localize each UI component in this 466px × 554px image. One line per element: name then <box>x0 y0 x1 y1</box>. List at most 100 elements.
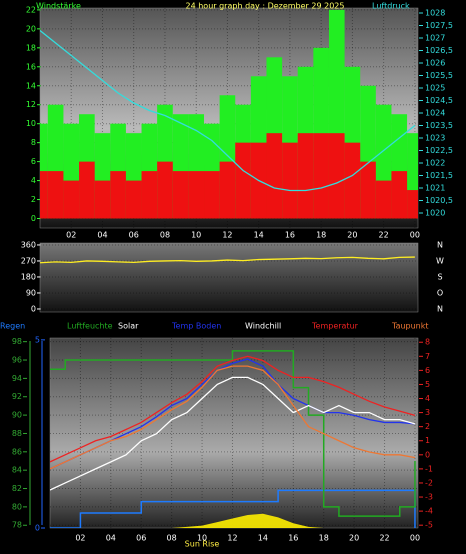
line <box>50 365 416 470</box>
bar <box>204 171 220 219</box>
y-tick-label: 0 <box>31 214 36 223</box>
y-tick-label: 270 <box>21 256 36 265</box>
y2-tick-label: 1020,5 <box>425 196 453 205</box>
y2-tick-label: -2 <box>425 478 433 487</box>
y-tick-label: 10 <box>26 119 36 128</box>
x-tick-label: 22 <box>379 534 389 543</box>
bar <box>235 142 251 219</box>
x-tick-label: 20 <box>347 231 357 240</box>
y2-tick-label: 1023 <box>425 134 445 143</box>
bar <box>40 171 48 219</box>
bar <box>47 171 64 219</box>
x-tick-label: 06 <box>129 231 139 240</box>
bar <box>391 171 408 219</box>
x-tick-label: 08 <box>160 231 170 240</box>
bar <box>63 180 80 219</box>
y2-tick-label: 1024,5 <box>425 96 453 105</box>
chart-title: 24 hour graph day : Dezember 29 2025 <box>186 2 345 11</box>
compass-label: N <box>437 305 443 314</box>
y2-tick-label: 1024 <box>425 109 445 118</box>
bar <box>141 171 158 219</box>
bar <box>266 133 283 219</box>
legend-label: Regen <box>0 322 25 331</box>
y2-tick-label: 1 <box>425 436 430 445</box>
y-axis-title: Windstärke <box>36 2 81 11</box>
y2-tick-label: 1022 <box>425 159 445 168</box>
x-tick-label: 10 <box>191 231 201 240</box>
bar <box>125 180 142 219</box>
y2-tick-label: -3 <box>425 493 433 502</box>
bar <box>407 133 418 219</box>
bar <box>79 161 95 219</box>
y2-tick-label: 1022,5 <box>425 146 453 155</box>
y-tick-label: 14 <box>26 81 36 90</box>
x-tick-label: 14 <box>258 534 268 543</box>
bar <box>172 171 189 219</box>
y-tick-label: 2 <box>31 195 36 204</box>
y2-tick-label: 6 <box>425 366 430 375</box>
y2-tick-label: 1020 <box>425 209 445 218</box>
y2-tick-label: 1027 <box>425 34 445 43</box>
annotation: Sun Rise <box>185 540 220 549</box>
y-tick-label: 180 <box>21 272 36 281</box>
y-tick-label: 90 <box>12 411 22 420</box>
x-tick-label: 18 <box>316 231 326 240</box>
y-tick-label: 20 <box>26 24 36 33</box>
line <box>50 376 416 491</box>
y2-tick-label: 1021 <box>425 184 445 193</box>
bar <box>313 133 329 219</box>
x-tick-label: 22 <box>379 231 389 240</box>
y-tick-label: 360 <box>21 240 36 249</box>
line <box>40 256 415 264</box>
legend-label: Taupunkt <box>391 322 429 331</box>
line <box>50 355 416 463</box>
y2-tick-label: -5 <box>425 521 433 530</box>
y-tick-label: 16 <box>26 62 36 71</box>
x-tick-label: 16 <box>288 534 298 543</box>
bar <box>344 142 361 219</box>
bar <box>188 171 205 219</box>
x-tick-label: 06 <box>136 534 146 543</box>
y-tick-label: 94 <box>12 374 22 383</box>
y2-tick-label: 0 <box>425 450 430 459</box>
y2-tick-label: 1027,5 <box>425 21 453 30</box>
series-group <box>40 9 418 219</box>
bar <box>282 142 298 219</box>
y-tick-label: 84 <box>12 466 22 475</box>
legend-label: Windchill <box>245 322 281 331</box>
x-tick-label: 08 <box>167 534 177 543</box>
y2-tick-label: 2 <box>425 422 430 431</box>
area <box>50 513 415 528</box>
x-tick-label: 14 <box>254 231 264 240</box>
legend-label: Temp Boden <box>171 322 221 331</box>
y2-tick-label: 4 <box>425 394 430 403</box>
y2-tick-label: -1 <box>425 464 433 473</box>
y-tick-label: 12 <box>26 100 36 109</box>
y2-tick-label: 1021,5 <box>425 171 453 180</box>
y2-tick-label: 1026 <box>425 59 445 68</box>
y-tick-label: 90 <box>26 288 36 297</box>
y-tick-label: 88 <box>12 429 22 438</box>
x-tick-label: 02 <box>66 231 76 240</box>
bar <box>110 171 126 219</box>
y-tick-label: 6 <box>31 157 36 166</box>
y-tick-label: 96 <box>12 356 22 365</box>
bar <box>157 161 173 219</box>
y2-axis-title: Luftdruck <box>372 2 410 11</box>
y2-tick-label: 1026,5 <box>425 46 453 55</box>
y2-tick-label: 1028 <box>425 9 445 18</box>
x-tick-label: 04 <box>97 231 107 240</box>
y-tick-label: 98 <box>12 337 22 346</box>
line <box>40 29 416 192</box>
bar <box>375 180 392 219</box>
series-group <box>40 256 415 264</box>
bar <box>328 133 345 219</box>
y-tick-label: 8 <box>31 138 36 147</box>
bar <box>219 161 236 219</box>
x-tick-label: 04 <box>106 534 116 543</box>
bar <box>360 161 376 219</box>
x-tick-label: 20 <box>349 534 359 543</box>
y3-tick-label: 0 <box>35 524 40 533</box>
